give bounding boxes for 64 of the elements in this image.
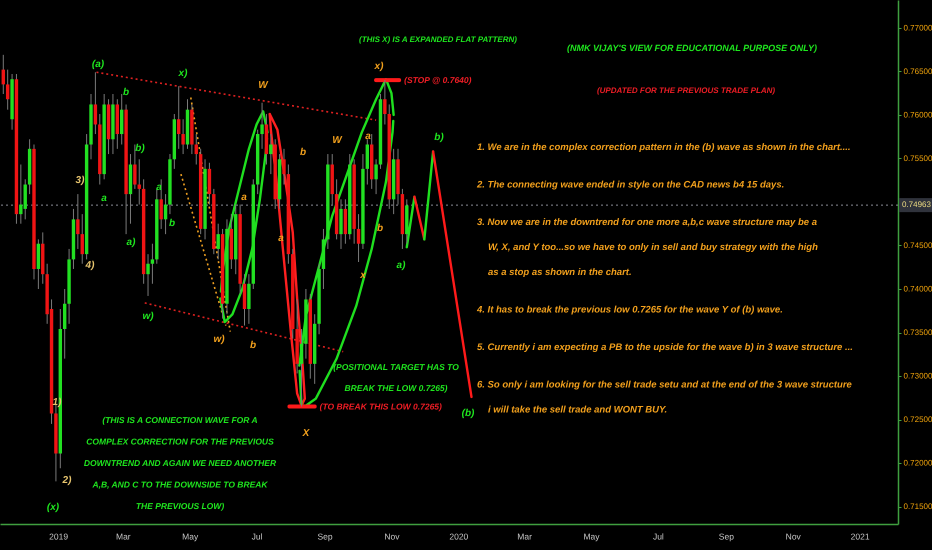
annotation: a <box>241 192 248 203</box>
x-tick-label: Mar <box>517 532 532 542</box>
x-tick-label: Nov <box>384 532 400 542</box>
annotation: 5. Currently i am expecting a PB to the upside for the wave b) in 3 wave structure ... <box>477 342 853 353</box>
annotation: a <box>365 131 372 142</box>
annotation: a <box>156 182 162 193</box>
x-tick-label: May <box>182 532 199 542</box>
annotation: (b) <box>462 408 476 419</box>
text: (THIS IS A CONNECTION WAVE FOR A COMPLEX CORRECTION FOR THE PREVIOUS DOWNTREND AND AGAIN WE NEED ANOTHER A,B, AND C TO THE DOWNSIDE TO BREAK THE PREVIOUS LOW) <box>84 415 276 511</box>
annotation: b <box>122 87 130 98</box>
text: (NMK VIJAY'S VIEW FOR EDUCATIONAL PURPOSE ONLY) <box>567 43 817 53</box>
y-tick-label: 0.73500 <box>904 328 932 338</box>
y-tick-label: 0.71500 <box>904 502 932 512</box>
annotation: w) <box>142 311 154 322</box>
x-tick-label: Mar <box>116 532 131 542</box>
text: (UPDATED FOR THE PREVIOUS TRADE PLAN) <box>596 86 776 95</box>
annotation: b) <box>135 143 146 154</box>
annotation: (STOP @ 0.7640) <box>404 75 472 86</box>
annotation: 4. It has to break the previous low 0.7265 for the wave Y of (b) wave. <box>476 304 783 316</box>
y-tick-label: 0.72000 <box>904 458 932 468</box>
x-tick-label: May <box>583 532 600 542</box>
x-tick-label: Jul <box>652 532 664 542</box>
x-tick-label: Sep <box>317 532 333 542</box>
x-tick-label: 2021 <box>850 532 870 542</box>
x-tick-label: 2020 <box>449 532 469 542</box>
annotation: X <box>302 428 311 439</box>
y-tick-label: 0.77000 <box>904 23 932 32</box>
y-tick-label: 0.74000 <box>904 284 932 294</box>
annotation: 3) <box>76 175 86 186</box>
y-tick-label: 0.74500 <box>904 240 932 250</box>
annotation: (a) <box>92 59 105 70</box>
annotation: x) <box>374 61 384 72</box>
x-tick-label: Nov <box>786 532 802 542</box>
text: 3. Now we are in the downtrend for one more a,b,c wave structure may be a W, X, and Y too...so we have to only in sell and buy strategy with the high as a stop as shown in the chart. <box>477 217 818 278</box>
annotation: b <box>250 340 256 351</box>
annotation: W <box>332 135 344 146</box>
annotation: x) <box>178 68 188 79</box>
annotation: (THIS X) IS A EXPANDED FLAT PATTERN) <box>359 35 518 44</box>
y-tick-label: 0.72500 <box>904 415 932 424</box>
annotation: a) <box>396 260 406 271</box>
annotation: 1. We are in the complex correction pattern in the (b) wave as shown in the chart.... <box>477 142 851 153</box>
annotation: w) <box>213 334 226 345</box>
x-tick-label: Sep <box>718 532 734 542</box>
annotation: 2) <box>62 475 72 486</box>
annotation: (TO BREAK THIS LOW 0.7265) <box>320 401 442 412</box>
text: (POSITIONAL TARGET HAS TO BREAK THE LOW 0.7265) <box>333 362 459 393</box>
annotation: a) <box>126 237 136 248</box>
annotation: (x) <box>46 502 60 513</box>
annotation: a <box>101 193 108 204</box>
annotation: b <box>168 218 176 229</box>
x-tick-label: 2019 <box>49 532 68 542</box>
y-tick-label: 0.75500 <box>904 154 932 163</box>
annotation: b <box>376 223 384 234</box>
annotation: b) <box>434 132 444 143</box>
y-tick-label: 0.76500 <box>904 66 932 76</box>
x-tick-label: Jul <box>252 532 263 542</box>
y-tick-label: 0.76000 <box>904 110 932 120</box>
annotation: b <box>300 147 306 158</box>
y-tick-label: 0.73000 <box>904 372 932 381</box>
annotation: W <box>258 80 270 91</box>
ref-line-label: 0.74963 <box>902 200 932 210</box>
text: 6. So only i am looking for the sell trade setu and at the end of the 3 wave structure i will take the sell trade and WONT BUY. <box>477 380 852 416</box>
annotation: 4) <box>84 260 96 271</box>
annotation: 2. The connecting wave ended in style on the CAD news b4 15 days. <box>476 180 784 190</box>
